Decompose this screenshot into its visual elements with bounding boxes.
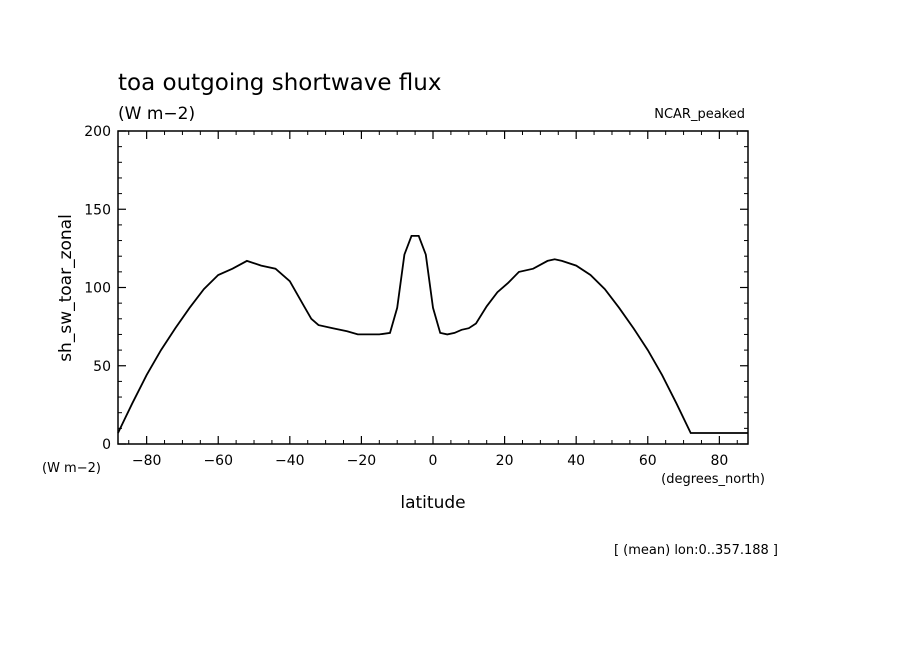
axes: [117, 130, 749, 445]
y-units-label: (W m−2): [42, 461, 101, 476]
chart-units: (W m−2): [118, 104, 195, 124]
series-line: [117, 235, 748, 434]
footer-note: [ (mean) lon:0..357.188 ]: [614, 543, 778, 558]
y-tick-label: 50: [93, 359, 111, 375]
x-tick-label: −20: [347, 453, 377, 469]
y-axis-label: sh_sw_toar_zonal: [56, 214, 76, 362]
plot-frame: [117, 130, 749, 445]
x-tick-label: −60: [203, 453, 233, 469]
y-tick-label: 150: [84, 202, 111, 218]
x-tick-label: 0: [429, 453, 438, 469]
chart-title: toa outgoing shortwave flux: [118, 70, 441, 96]
y-tick-label: 0: [102, 437, 111, 453]
x-tick-label: 20: [496, 453, 514, 469]
x-tick-label: 60: [639, 453, 657, 469]
x-tick-label: 80: [710, 453, 728, 469]
x-units-label: (degrees_north): [661, 472, 765, 487]
dataset-label: NCAR_peaked: [654, 107, 745, 122]
x-tick-label: −40: [275, 453, 305, 469]
x-tick-label: −80: [132, 453, 162, 469]
tick-labels: −80 −60 −40 −20 0 20 40 60 80 0 50 100 150 200: [84, 124, 728, 469]
y-tick-label: 200: [84, 124, 111, 140]
ticks: [118, 130, 748, 445]
y-tick-label: 100: [84, 281, 111, 297]
x-tick-label: 40: [567, 453, 585, 469]
x-axis-label: latitude: [400, 493, 465, 513]
